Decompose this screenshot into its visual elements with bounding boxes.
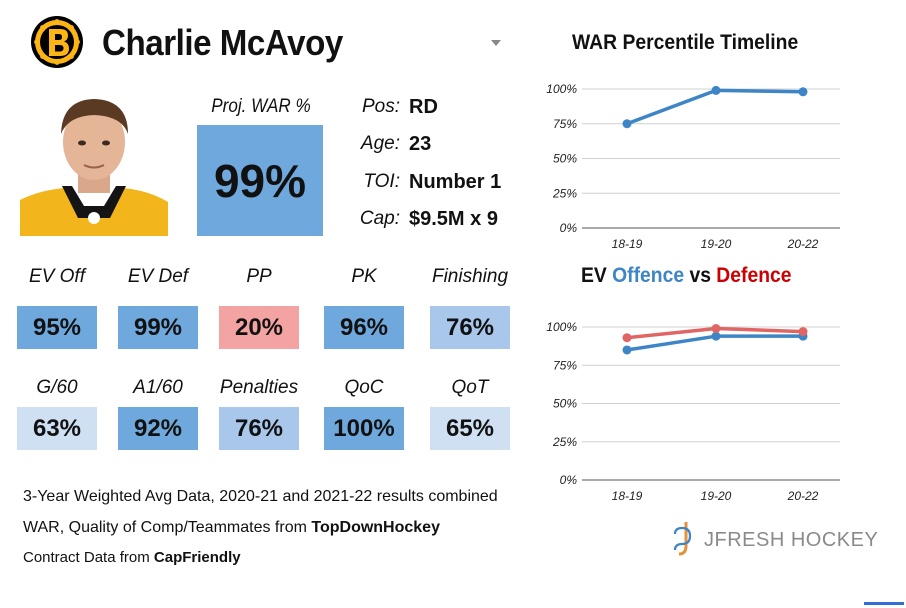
proj-war-value: 99%	[197, 125, 323, 236]
ev-off-def-chart: 100% 75% 50% 25% 0% 18-19 19-20 20-22	[546, 320, 840, 503]
stat-label-ev-def: EV Def	[127, 266, 189, 287]
data-point	[711, 324, 721, 334]
stat-label-finishing: Finishing	[431, 266, 509, 287]
stat-label-pk: PK	[351, 266, 377, 287]
y-tick-label: 0%	[560, 473, 578, 487]
stat-box-qot: 65%	[430, 407, 510, 450]
y-tick-label: 75%	[553, 117, 577, 131]
footer-war-source-link: TopDownHockey	[311, 519, 440, 536]
stat-label-qoc: QoC	[344, 377, 384, 398]
stat-label-a160: A1/60	[133, 377, 183, 398]
stat-label-qot: QoT	[451, 377, 489, 398]
footer-contract-source-link: CapFriendly	[153, 549, 241, 566]
stat-box-ev-off: 95%	[17, 306, 97, 349]
info-value: $9.5M x 9	[409, 207, 498, 230]
footer-war-source-text: WAR, Quality of Comp/Teammates from	[23, 519, 312, 536]
stat-box-finishing: 76%	[430, 306, 510, 349]
footer-war-source: WAR, Quality of Comp/Teammates from TopD…	[23, 519, 440, 537]
stat-box-pp: 20%	[219, 306, 299, 349]
stat-box-a160: 92%	[118, 407, 198, 450]
stat-box-penalties: 76%	[219, 407, 299, 450]
data-point	[798, 87, 808, 97]
footer-contract-source: Contract Data from CapFriendly	[23, 549, 241, 566]
stat-box-ev-def: 99%	[118, 306, 198, 349]
bruins-logo-icon	[31, 16, 83, 68]
chart-title-part: EV	[581, 264, 613, 287]
chart-title-offence: Offence	[612, 264, 685, 287]
y-tick-label: 25%	[552, 186, 577, 200]
data-point	[711, 85, 721, 95]
stat-label-ev-off: EV Off	[29, 266, 85, 287]
data-point	[798, 327, 808, 337]
x-tick-label: 18-19	[612, 237, 643, 251]
y-tick-label: 50%	[553, 152, 577, 166]
proj-war-label: Proj. WAR %	[211, 96, 311, 117]
info-label: Age:	[360, 133, 400, 154]
stat-label-pp: PP	[246, 266, 272, 287]
stat-box-qoc: 100%	[324, 407, 404, 450]
player-name: Charlie McAvoy	[102, 22, 343, 63]
y-tick-label: 0%	[560, 221, 578, 235]
info-row-age: Age: 23	[348, 129, 431, 159]
war-timeline-chart: 100% 75% 50% 25% 0% 18-19 19-20 20-22	[546, 82, 840, 251]
info-row-toi: TOI: Number 1	[348, 167, 501, 197]
footer-data-note: 3-Year Weighted Avg Data, 2020-21 and 20…	[23, 488, 498, 505]
info-value: Number 1	[409, 170, 502, 193]
brand: JFRESH HOCKEY	[672, 520, 878, 560]
info-value: 23	[409, 132, 432, 155]
brand-text: JFRESH HOCKEY	[704, 528, 879, 551]
stat-box-pk: 96%	[324, 306, 404, 349]
player-select-chevron-icon[interactable]	[491, 40, 501, 46]
y-tick-label: 25%	[552, 435, 577, 449]
info-value: RD	[409, 95, 438, 118]
y-tick-label: 100%	[546, 320, 577, 334]
data-point	[711, 331, 721, 341]
chart-title-part: vs	[684, 264, 717, 287]
info-row-pos: Pos: RD	[348, 92, 438, 122]
x-tick-label: 18-19	[612, 489, 643, 503]
stat-label-penalties: Penalties	[219, 377, 299, 398]
chart-title-defence: Defence	[716, 264, 792, 287]
player-photo	[20, 90, 168, 236]
info-label: Cap:	[359, 208, 400, 229]
x-tick-label: 19-20	[701, 237, 732, 251]
stat-box-g60: 63%	[17, 407, 97, 450]
info-label: TOI:	[363, 171, 400, 192]
x-tick-label: 20-22	[787, 237, 819, 251]
footer-contract-source-text: Contract Data from	[23, 549, 154, 566]
data-point	[622, 119, 632, 129]
y-tick-label: 100%	[546, 82, 577, 96]
info-row-cap: Cap: $9.5M x 9	[348, 204, 498, 234]
series-line	[626, 88, 804, 126]
data-point	[622, 345, 632, 355]
stat-label-g60: G/60	[36, 377, 78, 398]
jfresh-logo-icon	[673, 522, 692, 556]
data-point	[622, 333, 632, 343]
info-label: Pos:	[361, 96, 400, 117]
y-tick-label: 75%	[553, 358, 577, 372]
x-tick-label: 19-20	[701, 489, 732, 503]
y-tick-label: 50%	[553, 397, 577, 411]
chart-title-war-timeline: WAR Percentile Timeline	[572, 31, 799, 54]
x-tick-label: 20-22	[787, 489, 819, 503]
chart-title-ev-off-def: EV Offence vs Defence	[581, 264, 791, 288]
corner-mark	[864, 602, 904, 605]
